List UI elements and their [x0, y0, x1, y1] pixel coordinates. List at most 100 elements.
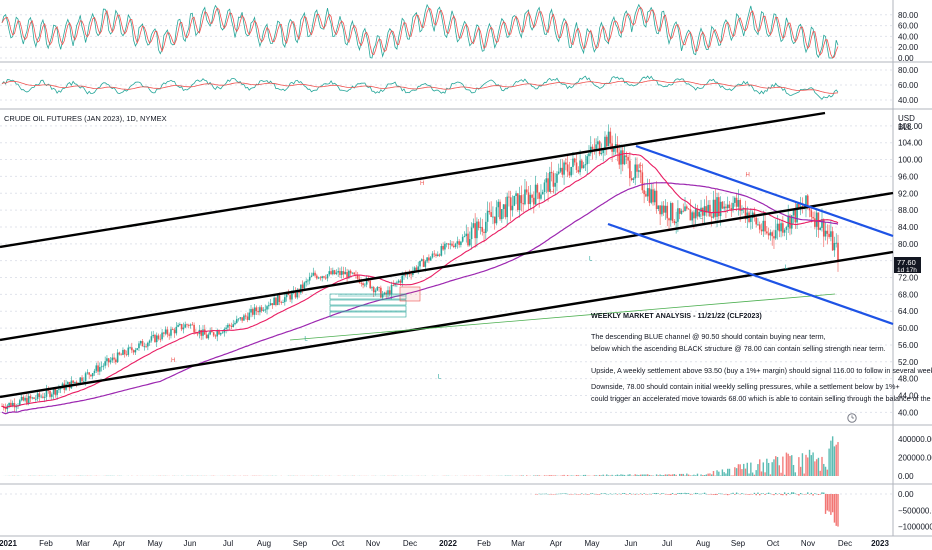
candle-body: [572, 158, 574, 167]
candle-body: [517, 193, 519, 211]
volume-bar: [655, 474, 658, 476]
volume-bar: [748, 473, 750, 476]
oi-bar: [744, 494, 747, 495]
candle-body: [474, 223, 476, 239]
oi-bar: [769, 493, 772, 495]
candle-body: [209, 330, 211, 335]
candle-body: [422, 259, 425, 267]
unit-label: BLL: [898, 123, 913, 132]
candle-body: [150, 336, 153, 341]
volume-bar: [743, 463, 745, 476]
candle-body: [424, 261, 427, 267]
candle-body: [780, 223, 782, 232]
blue-channel-lower[interactable]: [607, 222, 894, 326]
candle-body: [835, 242, 838, 244]
candle-body: [549, 171, 551, 192]
candle-body: [467, 233, 469, 246]
candlesticks: [1, 124, 839, 414]
oi-bar: [622, 493, 624, 494]
oi-bar: [746, 494, 748, 495]
high-marker: H: [420, 181, 424, 187]
oi-bar: [794, 493, 797, 495]
time-axis-label: Nov: [801, 539, 815, 548]
candle-body: [127, 347, 130, 355]
price-tick-label: 48.00: [898, 375, 919, 384]
candle-body: [744, 208, 747, 220]
candle-body: [652, 189, 654, 203]
volume-bar: [570, 475, 572, 476]
candle-body: [392, 284, 395, 286]
volume-bar: [767, 462, 770, 476]
oi-bar: [593, 493, 596, 495]
analysis-notes: WEEKLY MARKET ANALYSIS - 11/21/22 (CLF20…: [591, 311, 932, 403]
oi-bar: [554, 494, 556, 495]
candle-body: [31, 397, 34, 399]
candle-body: [107, 358, 110, 363]
oi-bar: [727, 494, 729, 496]
candle-body: [284, 297, 286, 303]
price-scales: 108.00 104.00 100.00 96.00 92.00 88.00 84.00 80…: [898, 11, 932, 532]
volume-bar: [636, 474, 638, 476]
candle-body: [271, 303, 274, 306]
oi-bar: [782, 494, 784, 496]
candle-body: [356, 274, 359, 279]
candle-body: [91, 373, 94, 377]
low-marker: L: [438, 375, 442, 381]
candle-body: [609, 131, 612, 144]
clock-icon[interactable]: [847, 413, 857, 423]
oi-bar: [698, 493, 700, 495]
black-channel-upper[interactable]: [0, 111, 826, 249]
analysis-line: could trigger an accelerated move toward…: [591, 394, 932, 403]
candle-body: [659, 205, 661, 215]
rsi-ma-line: [1, 79, 839, 94]
price-tick-label: 52.00: [898, 358, 919, 367]
volume-bar: [577, 475, 580, 476]
volume-bar: [782, 456, 784, 476]
candle-body: [488, 210, 491, 213]
time-axis[interactable]: 2021 Feb Mar Apr May Jun Jul Aug Sep Oct Nov Dec 202…: [0, 539, 889, 548]
candle-body: [419, 260, 421, 267]
oi-bar: [771, 494, 773, 495]
high-marker: H: [550, 189, 554, 195]
candle-body: [170, 329, 172, 336]
volume-bar: [835, 444, 837, 476]
oi-bar: [616, 494, 619, 495]
oi-bar: [767, 492, 770, 494]
volume-bar: [769, 474, 772, 476]
oi-bar: [815, 493, 818, 495]
candle-body: [10, 402, 12, 407]
oi-bar: [812, 494, 814, 496]
candle-body: [563, 162, 565, 175]
candle-body: [81, 377, 83, 382]
black-channel-middle[interactable]: [0, 191, 894, 342]
price-panel[interactable]: H H H H H L L L L L: [0, 111, 894, 415]
candle-body: [725, 206, 727, 209]
green-trend-line[interactable]: [289, 293, 836, 341]
volume-bar: [671, 474, 674, 476]
candle-body: [260, 307, 263, 311]
price-tick-label: 88.00: [898, 206, 919, 215]
currency-label: USD: [898, 114, 915, 123]
blue-channel-upper[interactable]: [635, 144, 894, 238]
analysis-line: The descending BLUE channel @ 90.50 shou…: [591, 332, 826, 341]
volume-bar: [821, 456, 823, 476]
candle-body: [324, 277, 327, 279]
osc1-tick-label: 0.00: [898, 54, 914, 63]
candle-body: [440, 246, 443, 256]
candle-body: [246, 316, 249, 320]
volume-bar: [536, 475, 539, 476]
candle-body: [499, 201, 501, 220]
candle-body: [58, 389, 60, 391]
oi-bar: [718, 493, 720, 494]
oi-bar: [805, 494, 807, 495]
candle-body: [465, 233, 468, 237]
price-tick-label: 100.00: [898, 156, 923, 165]
candle-body: [228, 324, 231, 326]
oi-bar: [757, 492, 759, 494]
oi-bar: [799, 493, 802, 494]
candle-body: [29, 396, 32, 399]
black-channel-lower[interactable]: [0, 250, 894, 399]
oi-bar: [636, 493, 638, 495]
candle-body: [132, 350, 135, 353]
